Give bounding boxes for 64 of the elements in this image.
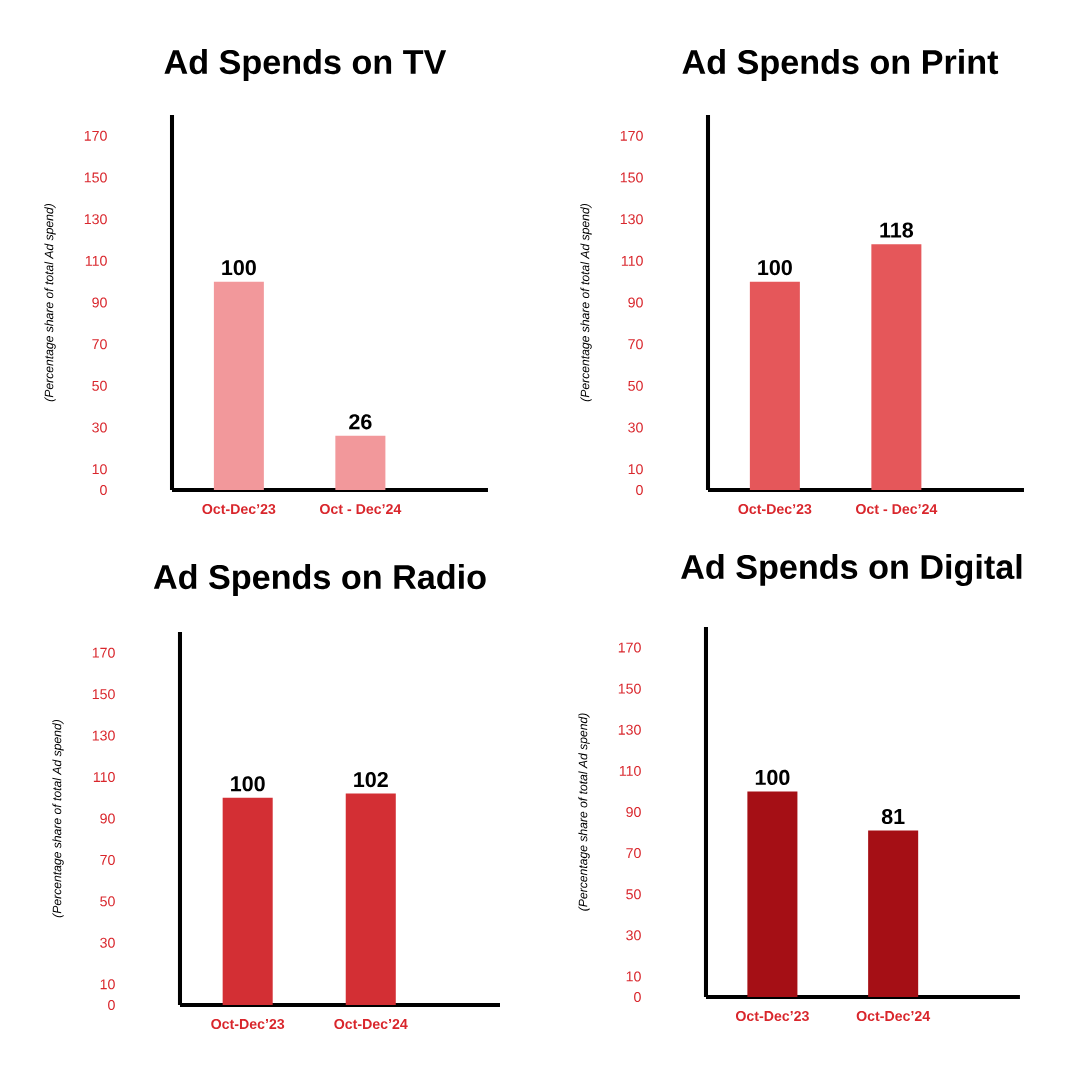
y-axis-title: (Percentage share of total Ad spend) [44, 204, 56, 402]
y-tick-label: 150 [92, 689, 115, 700]
y-tick-label: 70 [628, 339, 643, 350]
y-tick-label: 0 [100, 485, 107, 495]
y-tick-label: 110 [85, 255, 107, 266]
y-tick-label: 170 [92, 647, 115, 658]
y-tick-label: 170 [618, 642, 641, 653]
y-axis-title: (Percentage share of total Ad spend) [580, 204, 592, 402]
x-tick-label: Oct-Dec’24 [856, 1011, 931, 1021]
y-tick-label: 90 [100, 813, 115, 824]
x-tick-label: Oct - Dec’24 [856, 504, 938, 515]
y-tick-label: 30 [626, 930, 641, 941]
y-tick-label: 30 [628, 422, 643, 433]
y-tick-label: 0 [634, 991, 641, 1002]
x-tick-label: Oct-Dec’24 [334, 1018, 408, 1029]
y-tick-label: 30 [100, 937, 115, 948]
data-label: 81 [881, 808, 905, 825]
y-axis-title: (Percentage share of total Ad spend) [578, 713, 590, 911]
y-tick-label: 10 [92, 464, 107, 475]
y-tick-label: 0 [108, 999, 115, 1010]
y-tick-label: 10 [628, 464, 643, 475]
data-label: 100 [755, 769, 790, 786]
chart-title: Ad Spends on TV [164, 49, 447, 81]
chart-title: Ad Spends on Digital [681, 553, 1022, 586]
y-axis-title: (Percentage share of total Ad spend) [52, 720, 64, 918]
y-tick-label: 70 [100, 854, 115, 865]
y-tick-label: 10 [626, 971, 641, 982]
data-label: 118 [880, 222, 914, 238]
chart-title: Ad Spends on Radio [153, 564, 486, 596]
data-label: 100 [758, 260, 792, 276]
data-label: 100 [231, 776, 265, 792]
x-tick-label: Oct - Dec’24 [320, 504, 402, 515]
y-tick-label: 150 [618, 683, 641, 694]
y-tick-label: 0 [636, 485, 643, 495]
y-tick-label: 130 [84, 214, 107, 225]
y-tick-label: 170 [620, 130, 643, 141]
y-tick-label: 110 [93, 772, 115, 783]
y-tick-label: 110 [621, 255, 643, 266]
x-tick-label: Oct-Dec’23 [211, 1018, 285, 1030]
y-tick-label: 130 [618, 724, 641, 735]
x-tick-label: Oct-Dec’23 [735, 1011, 809, 1022]
y-tick-label: 130 [92, 730, 115, 741]
y-tick-label: 50 [100, 896, 115, 907]
y-tick-label: 90 [628, 297, 643, 308]
y-tick-label: 110 [619, 765, 641, 776]
y-tick-label: 10 [100, 979, 115, 990]
x-tick-label: Oct-Dec’23 [202, 504, 276, 515]
y-tick-label: 50 [628, 380, 643, 391]
y-tick-label: 30 [92, 422, 107, 433]
data-label: 26 [349, 414, 372, 430]
y-tick-label: 90 [92, 297, 107, 308]
y-tick-label: 50 [92, 380, 107, 391]
data-label: 100 [222, 260, 256, 276]
y-tick-label: 90 [626, 807, 641, 817]
y-tick-label: 50 [626, 889, 641, 900]
data-label: 102 [354, 771, 388, 788]
y-tick-label: 130 [620, 214, 643, 225]
y-tick-label: 170 [84, 130, 107, 141]
x-tick-label: Oct-Dec’23 [738, 504, 812, 515]
y-tick-label: 150 [84, 172, 107, 183]
y-tick-label: 150 [620, 172, 643, 183]
y-tick-label: 70 [92, 339, 107, 350]
y-tick-label: 70 [626, 848, 641, 859]
chart-title: Ad Spends on Print [682, 49, 999, 81]
